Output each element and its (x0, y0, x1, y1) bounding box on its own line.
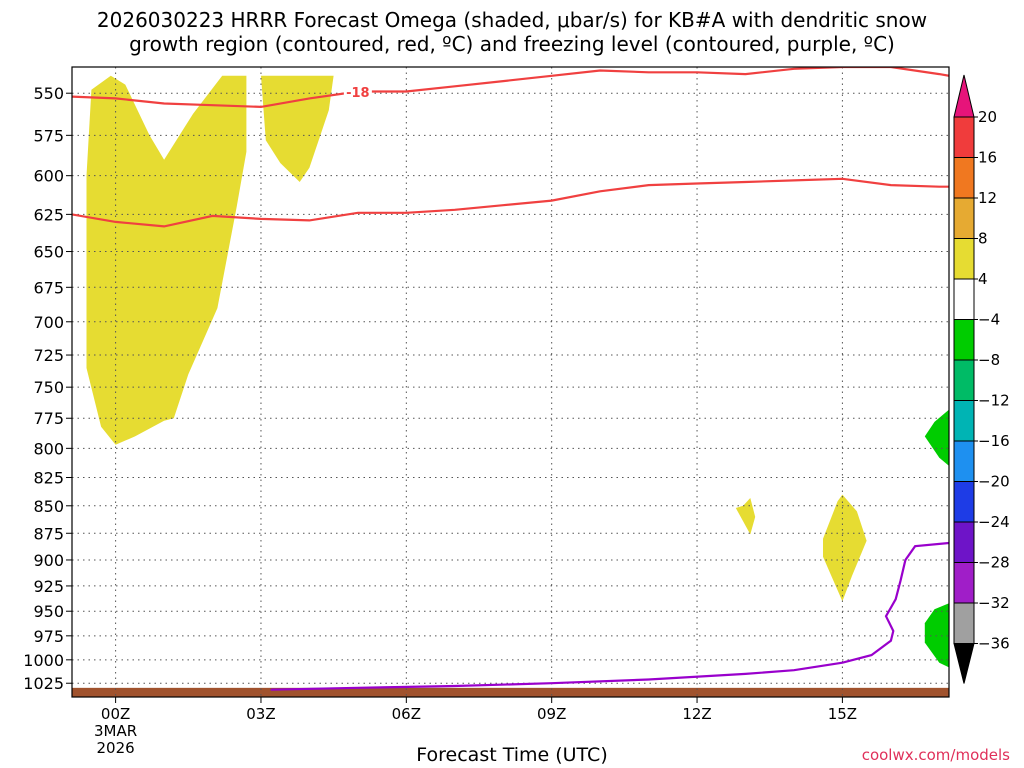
colorbar-label: −8 (978, 351, 1000, 369)
colorbar-label: −36 (978, 635, 1010, 653)
y-tick-label-800: 800 (33, 439, 64, 458)
colorbar-label: −4 (978, 311, 1000, 329)
colorbar: 20 16 12 8 4 −4 −8 −12 −16 −20 −24 −28 −32 −36 (953, 74, 1010, 684)
colorbar-bin--20--16 (953, 440, 975, 482)
y-tick-label-625: 625 (33, 205, 64, 224)
colorbar-bin-12-16 (953, 157, 975, 199)
colorbar-bin--12--8 (953, 359, 975, 401)
omega-region-4 (924, 409, 949, 466)
freezing-level-line (270, 541, 949, 691)
y-tick-label-900: 900 (33, 551, 64, 570)
y-tick-label-775: 775 (33, 409, 64, 428)
plot-axes: 550 575 600 625 650 675 700 725 750 775 800 825 850 8… (23, 66, 950, 757)
y-tick-label-600: 600 (33, 167, 64, 186)
omega-region-0 (86, 75, 247, 445)
colorbar-bin-4-8 (953, 238, 975, 280)
colorbar-label: −32 (978, 594, 1010, 612)
colorbar-bin--24--20 (953, 481, 975, 523)
x-tick-label-03Z: 03Z (246, 705, 275, 723)
colorbar-label: 4 (978, 270, 988, 288)
y-tick-label-875: 875 (33, 524, 64, 543)
colorbar-label: −12 (978, 392, 1010, 410)
y-tick-label-950: 950 (33, 602, 64, 621)
colorbar-label: 20 (978, 108, 997, 126)
omega-region-1 (261, 75, 334, 182)
y-tick-label-675: 675 (33, 278, 64, 297)
x-tick-date-label: 3MAR (94, 722, 137, 740)
y-tick-label-700: 700 (33, 313, 64, 332)
y-tick-label-975: 975 (33, 627, 64, 646)
y-tick-label-1025: 1025 (23, 674, 64, 693)
colorbar-bin--16--12 (953, 400, 975, 442)
plot-fills (72, 75, 949, 697)
x-tick-label-06Z: 06Z (392, 705, 421, 723)
x-tick-label-00Z: 00Z (101, 705, 130, 723)
x-tick-label-12Z: 12Z (682, 705, 711, 723)
colorbar-bin--28--24 (953, 521, 975, 563)
y-tick-label-850: 850 (33, 497, 64, 516)
dendritic-contour-1 (72, 177, 949, 228)
colorbar-bin--4-4 (953, 278, 975, 320)
contour-label-bg (343, 85, 372, 100)
y-tick-label-750: 750 (33, 378, 64, 397)
chart-title-line2: growth region (contoured, red, ºC) and f… (129, 32, 895, 56)
y-tick-label-575: 575 (33, 126, 64, 145)
x-axis-title: Forecast Time (UTC) (416, 744, 608, 766)
colorbar-bin--36--32 (953, 602, 975, 644)
terrain-strip (72, 687, 949, 697)
y-tick-label-825: 825 (33, 469, 64, 488)
colorbar-label: 8 (978, 230, 988, 248)
x-tick-label-15Z: 15Z (828, 705, 857, 723)
y-tick-label-725: 725 (33, 346, 64, 365)
x-tick-label-09Z: 09Z (537, 705, 566, 723)
credit-text: coolwx.com/models (861, 746, 1010, 764)
colorbar-label: −16 (978, 432, 1010, 450)
y-tick-label-650: 650 (33, 243, 64, 262)
omega-region-5 (924, 603, 949, 668)
colorbar-label: −20 (978, 473, 1010, 491)
colorbar-label: 16 (978, 149, 997, 167)
colorbar-bin--32--28 (953, 562, 975, 604)
colorbar-bin-16-20 (953, 116, 975, 158)
colorbar-label: −24 (978, 513, 1010, 531)
colorbar-label: −28 (978, 554, 1010, 572)
colorbar-bottom-arrow (953, 643, 975, 684)
colorbar-top-arrow (953, 74, 975, 118)
colorbar-label: 12 (978, 189, 997, 207)
plot-grid (72, 67, 949, 697)
colorbar-bin--8--4 (953, 319, 975, 361)
y-tick-label-1000: 1000 (23, 651, 64, 670)
omega-region-2 (735, 498, 756, 535)
plot-frame (71, 66, 950, 698)
chart-title-line1: 2026030223 HRRR Forecast Omega (shaded, … (96, 8, 928, 32)
y-tick-label-550: 550 (33, 84, 64, 103)
dendritic-contour-label: -18 (346, 86, 370, 101)
colorbar-bin-8-12 (953, 197, 975, 239)
x-tick-year-label: 2026 (97, 739, 135, 757)
omega-region-3 (823, 494, 867, 602)
y-tick-label-925: 925 (33, 577, 64, 596)
